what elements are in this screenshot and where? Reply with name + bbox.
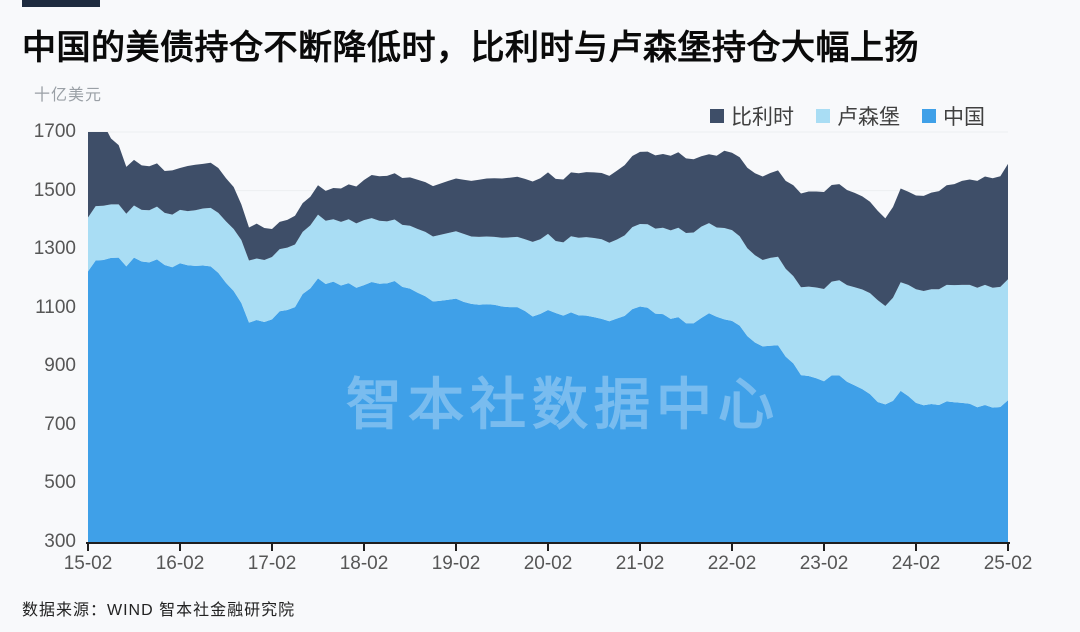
x-tick-label: 17-02 [247, 553, 297, 574]
y-tick-label: 1700 [33, 121, 76, 142]
legend-swatch-luxembourg [816, 109, 830, 123]
legend-label-luxembourg: 卢森堡 [837, 106, 900, 129]
legend-label-belgium: 比利时 [731, 106, 794, 129]
y-tick-label: 900 [44, 355, 76, 377]
area-luxembourg [88, 204, 1008, 408]
legend-item-belgium: 比利时 [710, 101, 794, 131]
x-tick-label: 16-02 [155, 553, 205, 574]
y-tick-label: 1100 [35, 296, 76, 318]
y-tick-label: 700 [44, 413, 76, 435]
x-tick-label: 22-02 [707, 553, 757, 574]
x-tick-label: 18-02 [339, 553, 389, 574]
x-axis [86, 542, 1010, 551]
legend-item-china: 中国 [922, 101, 985, 131]
x-tick-label: 21-02 [615, 553, 665, 574]
x-tick-label: 19-02 [431, 553, 481, 574]
area-belgium [88, 132, 1008, 306]
x-tick-label: 15-02 [63, 553, 113, 574]
y-axis-unit-label: 十亿美元 [34, 87, 103, 104]
legend-item-luxembourg: 卢森堡 [816, 101, 900, 131]
x-tick-label: 24-02 [891, 553, 941, 574]
legend-label-china: 中国 [943, 106, 985, 129]
y-tick-label: 1500 [33, 179, 76, 201]
x-tick-label: 20-02 [523, 553, 573, 574]
accent-bar [22, 0, 100, 7]
area-china [88, 257, 1008, 542]
y-tick-label: 300 [44, 531, 76, 552]
data-source-note: 数据来源：WIND 智本社金融研究院 [22, 602, 296, 619]
legend-swatch-belgium [710, 109, 724, 123]
chart-title: 中国的美债持仓不断降低时，比利时与卢森堡持仓大幅上扬 [22, 29, 919, 67]
y-tick-label: 500 [44, 472, 76, 494]
legend-swatch-china [922, 109, 936, 123]
x-tick-label: 25-02 [983, 553, 1033, 574]
legend: 比利时 卢森堡 中国 [710, 101, 985, 131]
x-tick-label: 23-02 [799, 553, 849, 574]
area-series-group [88, 132, 1008, 542]
y-tick-label: 1300 [33, 238, 76, 260]
